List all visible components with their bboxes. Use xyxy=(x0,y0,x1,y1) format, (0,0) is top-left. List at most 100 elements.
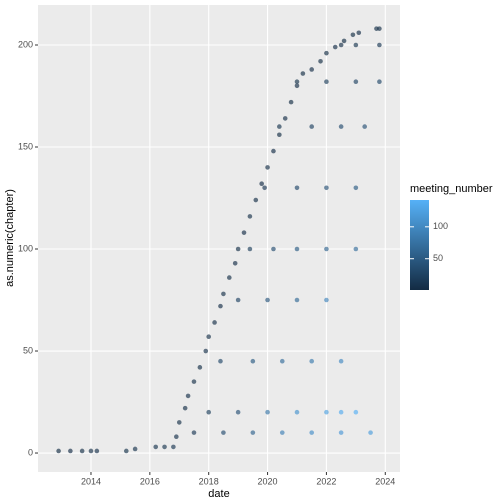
point xyxy=(338,124,344,129)
point xyxy=(153,444,159,450)
point xyxy=(197,365,203,370)
point xyxy=(318,59,323,64)
point xyxy=(262,185,267,191)
point xyxy=(324,409,329,415)
point xyxy=(353,409,359,415)
y-tick-label: 100 xyxy=(18,243,33,253)
point xyxy=(68,448,73,454)
point xyxy=(235,246,241,252)
point xyxy=(377,79,382,85)
point xyxy=(212,320,217,325)
point xyxy=(132,446,138,452)
point xyxy=(123,448,129,454)
point xyxy=(324,185,329,191)
point xyxy=(206,334,211,340)
y-tick-label: 200 xyxy=(18,39,33,49)
point xyxy=(235,409,241,415)
point xyxy=(332,44,338,50)
point xyxy=(279,430,285,435)
point xyxy=(162,444,167,450)
point xyxy=(282,116,288,121)
point xyxy=(356,30,362,36)
point xyxy=(338,358,344,364)
point xyxy=(182,405,188,411)
point xyxy=(56,448,61,454)
point xyxy=(377,26,382,31)
point xyxy=(309,358,315,364)
point xyxy=(250,358,256,364)
y-axis-title: as.numeric(chapter) xyxy=(4,189,16,287)
point xyxy=(294,409,300,415)
point xyxy=(176,420,182,425)
point xyxy=(341,38,347,44)
point xyxy=(279,358,285,364)
point xyxy=(206,409,211,415)
point xyxy=(174,434,179,440)
point xyxy=(362,124,367,129)
point xyxy=(294,83,300,89)
point xyxy=(294,79,300,85)
point xyxy=(88,448,94,454)
point xyxy=(288,99,294,105)
point xyxy=(241,230,247,235)
point xyxy=(221,291,226,297)
point xyxy=(191,430,197,435)
point xyxy=(353,79,359,85)
point xyxy=(324,246,329,252)
point xyxy=(259,181,264,187)
point xyxy=(324,297,329,303)
point xyxy=(218,358,223,364)
x-axis-title: date xyxy=(208,488,229,500)
point xyxy=(353,185,359,191)
point xyxy=(235,297,241,303)
point xyxy=(368,430,373,435)
point xyxy=(277,124,282,129)
point xyxy=(294,246,300,252)
point xyxy=(277,132,282,138)
point xyxy=(294,185,300,191)
point xyxy=(271,246,276,252)
point xyxy=(247,214,253,219)
point xyxy=(350,32,356,38)
point xyxy=(324,50,329,56)
point xyxy=(227,275,232,280)
point xyxy=(338,409,344,415)
legend-tick-label: 50 xyxy=(433,253,443,263)
point xyxy=(203,348,209,354)
legend-tick-label: 100 xyxy=(433,221,448,231)
point xyxy=(309,67,315,72)
x-tick-label: 2014 xyxy=(81,476,101,486)
point xyxy=(79,448,85,454)
point xyxy=(265,297,270,303)
y-tick-label: 0 xyxy=(28,447,33,457)
point xyxy=(309,124,315,129)
point xyxy=(271,148,276,154)
point xyxy=(300,71,306,76)
point xyxy=(353,42,359,48)
colorbar xyxy=(410,200,429,290)
point xyxy=(232,260,238,266)
y-tick-label: 50 xyxy=(23,345,33,355)
y-tick-label: 150 xyxy=(18,141,33,151)
x-tick-label: 2024 xyxy=(375,476,395,486)
point xyxy=(253,197,259,203)
point xyxy=(338,42,344,48)
point xyxy=(185,393,191,399)
point xyxy=(338,430,344,435)
point xyxy=(171,444,176,450)
point xyxy=(221,430,226,435)
x-tick-label: 2018 xyxy=(199,476,219,486)
panel xyxy=(38,5,400,472)
point xyxy=(294,297,300,303)
point xyxy=(324,79,329,85)
legend-title: meeting_number xyxy=(410,183,493,195)
point xyxy=(191,379,197,384)
x-tick-label: 2020 xyxy=(258,476,278,486)
point xyxy=(309,430,315,435)
point xyxy=(265,165,270,170)
point xyxy=(353,246,359,252)
x-tick-label: 2016 xyxy=(140,476,160,486)
point xyxy=(250,430,256,435)
